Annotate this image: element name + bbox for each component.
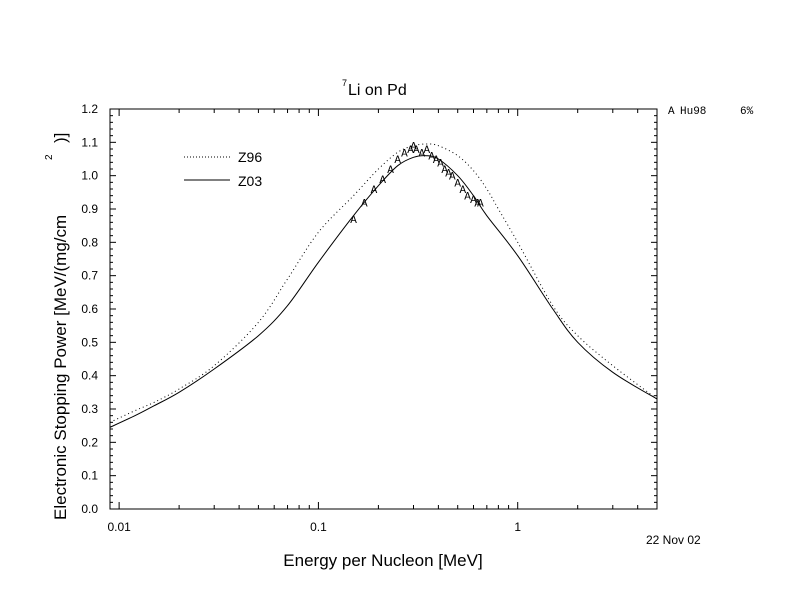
x-axis-label: Energy per Nucleon [MeV] xyxy=(283,551,482,570)
data-point-marker: A xyxy=(464,192,471,204)
series-layer xyxy=(109,143,658,428)
y-tick-label: 0.0 xyxy=(81,502,98,516)
data-point-marker: A xyxy=(407,145,414,157)
data-point-marker: A xyxy=(477,198,484,210)
y-axis-label-end-group: )] xyxy=(51,133,70,143)
data-point-marker: A xyxy=(449,172,456,184)
y-tick-label: 0.2 xyxy=(81,435,98,449)
y-tick-label: 0.3 xyxy=(81,402,98,416)
y-tick-label: 0.1 xyxy=(81,469,98,483)
y-tick-label: 0.5 xyxy=(81,335,98,349)
y-axis-label-superscript-group: 2 xyxy=(44,154,55,160)
chart-title-superscript: 7 xyxy=(342,78,347,88)
date-stamp: 22 Nov 02 xyxy=(646,533,701,547)
y-axis-label-superscript: 2 xyxy=(44,154,55,160)
y-tick-label: 1.0 xyxy=(81,169,98,183)
data-point-marker: A xyxy=(437,158,444,170)
data-point-marker: A xyxy=(394,155,401,167)
legend: Z96 Z03 xyxy=(184,149,262,189)
data-point-marker: A xyxy=(459,185,466,197)
data-point-marker: A xyxy=(410,142,417,154)
x-tick-label: 0.01 xyxy=(107,520,131,534)
x-tick-label: 0.1 xyxy=(310,520,327,534)
y-axis-ticks: 0.0 0.1 0.2 0.3 0.4 0.5 0.6 0.7 0.8 0.9 1.0 1.1 1.2 xyxy=(81,102,657,516)
y-axis-label: Electronic Stopping Power [MeV/(mg/cm xyxy=(51,215,70,520)
data-point-marker: A xyxy=(413,145,420,157)
y-tick-label: 1.1 xyxy=(81,135,98,149)
series-line-z03 xyxy=(109,155,658,428)
x-axis-ticks: 0.01 0.1 1 xyxy=(107,109,658,534)
data-point-marker: A xyxy=(454,178,461,190)
data-point-marker: A xyxy=(433,155,440,167)
plot-area-frame xyxy=(109,108,658,510)
data-point-marker: A xyxy=(401,148,408,160)
data-point-marker: A xyxy=(361,198,368,210)
data-point-marker: A xyxy=(470,195,477,207)
data-point-marker: A xyxy=(350,215,357,227)
data-point-marker: A xyxy=(379,175,386,187)
chart-title: Li on Pd xyxy=(348,82,407,99)
y-axis-label-end: )] xyxy=(51,133,70,143)
y-tick-label: 0.9 xyxy=(81,202,98,216)
data-point-marker: A xyxy=(418,148,425,160)
legend-label-z03: Z03 xyxy=(238,173,262,189)
series-line-z96 xyxy=(109,143,658,423)
data-point-marker: A xyxy=(474,198,481,210)
data-point-marker: A xyxy=(441,165,448,177)
x-tick-label: 1 xyxy=(514,520,521,534)
y-axis-label-group: Electronic Stopping Power [MeV/(mg/cm xyxy=(51,215,70,520)
data-point-marker: A xyxy=(371,185,378,197)
y-tick-label: 0.4 xyxy=(81,369,98,383)
data-point-marker: A xyxy=(424,145,431,157)
legend-label-z96: Z96 xyxy=(238,149,262,165)
data-ref-author: Hu98 xyxy=(680,106,706,118)
y-tick-label: 0.8 xyxy=(81,235,98,249)
y-tick-label: 0.6 xyxy=(81,302,98,316)
data-ref-error: 6% xyxy=(740,106,754,118)
data-ref-letter: A xyxy=(668,106,675,118)
data-point-marker: A xyxy=(387,165,394,177)
data-point-marker: A xyxy=(428,152,435,164)
y-tick-label: 0.7 xyxy=(81,269,98,283)
y-tick-label: 1.2 xyxy=(81,102,98,116)
data-point-marker: A xyxy=(445,168,452,180)
